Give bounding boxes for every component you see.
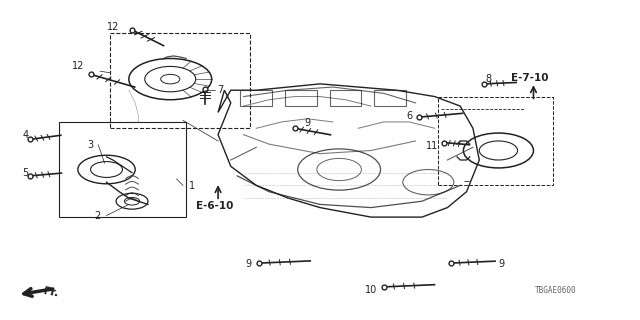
Bar: [374, 90, 406, 106]
Text: --: --: [463, 176, 470, 186]
Text: 7: 7: [217, 85, 223, 95]
Text: 12: 12: [72, 61, 84, 71]
Bar: [109, 33, 250, 128]
Bar: [59, 122, 186, 217]
Text: 11: 11: [426, 141, 438, 151]
Text: 10: 10: [365, 285, 378, 295]
Text: 12: 12: [107, 22, 119, 32]
Bar: [438, 97, 552, 185]
Text: 4: 4: [22, 130, 29, 140]
Text: 9: 9: [499, 259, 504, 269]
Text: E-7-10: E-7-10: [511, 73, 548, 83]
Text: Fr.: Fr.: [43, 286, 59, 299]
Text: 8: 8: [486, 74, 492, 84]
Bar: [241, 90, 272, 106]
Text: 9: 9: [245, 259, 251, 269]
Bar: [285, 90, 317, 106]
Text: 9: 9: [304, 117, 310, 128]
Text: E-6-10: E-6-10: [196, 201, 233, 211]
Text: 5: 5: [22, 168, 29, 178]
Text: 1: 1: [189, 181, 195, 191]
Text: 3: 3: [88, 140, 94, 150]
Text: 6: 6: [406, 111, 412, 121]
Text: TBGAE0600: TBGAE0600: [535, 286, 577, 295]
Text: 2: 2: [94, 212, 100, 221]
Bar: [330, 90, 362, 106]
